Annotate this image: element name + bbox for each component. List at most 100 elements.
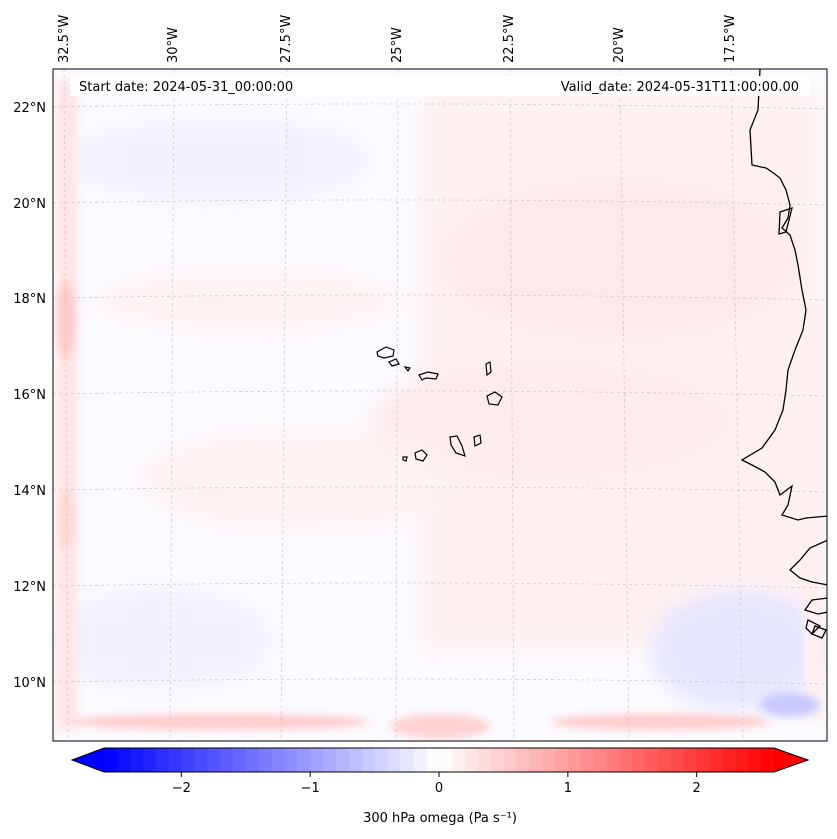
colorbar-cell bbox=[245, 748, 260, 772]
colorbar-cell bbox=[542, 748, 556, 772]
colorbar-label: 300 hPa omega (Pa s⁻¹) bbox=[363, 811, 517, 826]
colorbar-cell bbox=[271, 748, 285, 772]
colorbar-cell bbox=[232, 748, 247, 772]
colorbar-cell bbox=[670, 748, 685, 772]
colorbar-cell bbox=[297, 748, 311, 772]
colorbar-tick-label: −2 bbox=[172, 781, 191, 796]
colorbar-cell bbox=[529, 748, 543, 772]
colorbar-cell bbox=[361, 748, 376, 772]
island-brava bbox=[402, 456, 408, 462]
colorbar-cell bbox=[129, 748, 144, 772]
island-sal bbox=[485, 361, 492, 377]
colorbar-cell bbox=[451, 748, 466, 772]
colorbar: −2 −1 0 1 2 300 hPa omega (Pa s⁻¹) bbox=[70, 747, 810, 826]
island-santiago bbox=[449, 435, 466, 457]
longitude-labels: 32.5°W 30°W 27.5°W 25°W 22.5°W 20°W 17.5… bbox=[57, 15, 738, 63]
lon-label: 17.5°W bbox=[723, 15, 738, 63]
island-sao-vicente bbox=[388, 358, 400, 367]
colorbar-cell bbox=[284, 748, 298, 772]
colorbar-cell bbox=[477, 748, 492, 772]
colorbar-cell bbox=[606, 748, 620, 772]
colorbar-cell bbox=[580, 748, 595, 772]
colorbar-cell bbox=[104, 748, 118, 772]
island-fogo bbox=[414, 449, 428, 462]
latitude-labels: 22°N 20°N 18°N 16°N 14°N 12°N 10°N bbox=[13, 101, 46, 691]
island-santo-antao bbox=[376, 346, 395, 359]
map-panel: Start date: 2024-05-31_00:00:00 Valid_da… bbox=[52, 68, 828, 742]
colorbar-cell bbox=[310, 748, 324, 772]
lon-label: 25°W bbox=[390, 27, 405, 63]
island-boa-vista bbox=[486, 391, 503, 406]
colorbar-cell bbox=[194, 748, 208, 772]
lon-label: 30°W bbox=[166, 27, 181, 63]
coastlines bbox=[740, 69, 827, 639]
colorbar-cell bbox=[387, 748, 401, 772]
colorbar-cell bbox=[219, 748, 234, 772]
island-maio bbox=[473, 434, 482, 447]
guinea-bissau-coast bbox=[789, 539, 827, 586]
colorbar-cell bbox=[722, 748, 736, 772]
colorbar-tick-label: 1 bbox=[564, 781, 572, 796]
lon-label: 27.5°W bbox=[279, 15, 294, 63]
lat-label: 18°N bbox=[13, 292, 46, 307]
lat-label: 12°N bbox=[13, 580, 46, 595]
colorbar-cell bbox=[619, 748, 633, 772]
colorbar-cell bbox=[335, 748, 350, 772]
colorbar-cell bbox=[503, 748, 517, 772]
colorbar-cell bbox=[116, 748, 131, 772]
colorbar-cell bbox=[374, 748, 389, 772]
start-date-label: Start date: 2024-05-31_00:00:00 bbox=[79, 80, 293, 95]
colorbar-cell bbox=[761, 748, 775, 772]
omega-field bbox=[53, 80, 827, 738]
colorbar-outline bbox=[70, 747, 810, 773]
colorbar-cell bbox=[696, 748, 711, 772]
colorbar-cell bbox=[709, 748, 724, 772]
colorbar-cell bbox=[207, 748, 221, 772]
info-banner bbox=[70, 76, 810, 96]
colorbar-cell bbox=[632, 748, 646, 772]
colorbar-tick-label: −1 bbox=[301, 781, 320, 796]
lat-label: 20°N bbox=[13, 197, 46, 212]
colorbar-extend-min bbox=[72, 748, 104, 772]
colorbar-cell bbox=[645, 748, 659, 772]
colorbar-cell bbox=[181, 748, 195, 772]
lat-label: 10°N bbox=[13, 676, 46, 691]
colorbar-cell bbox=[593, 748, 608, 772]
lat-label: 16°N bbox=[13, 388, 46, 403]
gridlines bbox=[53, 69, 827, 741]
lon-label: 20°W bbox=[612, 27, 627, 63]
colorbar-cell bbox=[658, 748, 672, 772]
africa-coastline bbox=[740, 69, 827, 521]
lat-label: 14°N bbox=[13, 484, 46, 499]
colorbar-cell bbox=[400, 748, 414, 772]
colorbar-cell bbox=[348, 748, 363, 772]
colorbar-cell bbox=[439, 748, 453, 772]
island-santa-luzia bbox=[403, 366, 411, 373]
colorbar-tick-label: 0 bbox=[435, 781, 443, 796]
colorbar-cell bbox=[464, 748, 479, 772]
valid-date-label: Valid_date: 2024-05-31T11:00:00.00 bbox=[561, 80, 799, 95]
colorbar-cell bbox=[490, 748, 505, 772]
colorbar-cell bbox=[735, 748, 749, 772]
colorbar-ticks: −2 −1 0 1 2 bbox=[172, 772, 701, 796]
island-sao-nicolau bbox=[418, 371, 439, 381]
cape-verde-islands bbox=[376, 346, 503, 462]
colorbar-cell bbox=[567, 748, 582, 772]
colorbar-cell bbox=[683, 748, 698, 772]
colorbar-cell bbox=[258, 748, 273, 772]
colorbar-cell bbox=[168, 748, 182, 772]
colorbar-cell bbox=[748, 748, 762, 772]
colorbar-tick-label: 2 bbox=[693, 781, 701, 796]
lat-label: 22°N bbox=[13, 101, 46, 116]
colorbar-cell bbox=[323, 748, 337, 772]
colorbar-cell bbox=[426, 748, 440, 772]
lon-label: 32.5°W bbox=[57, 15, 72, 63]
colorbar-cell bbox=[155, 748, 170, 772]
lon-label: 22.5°W bbox=[502, 15, 517, 63]
colorbar-cell bbox=[554, 748, 569, 772]
map-frame bbox=[52, 68, 828, 742]
colorbar-cell bbox=[516, 748, 530, 772]
colorbar-cell bbox=[413, 748, 427, 772]
colorbar-extend-max bbox=[774, 748, 808, 772]
colorbar-cells bbox=[104, 748, 775, 772]
